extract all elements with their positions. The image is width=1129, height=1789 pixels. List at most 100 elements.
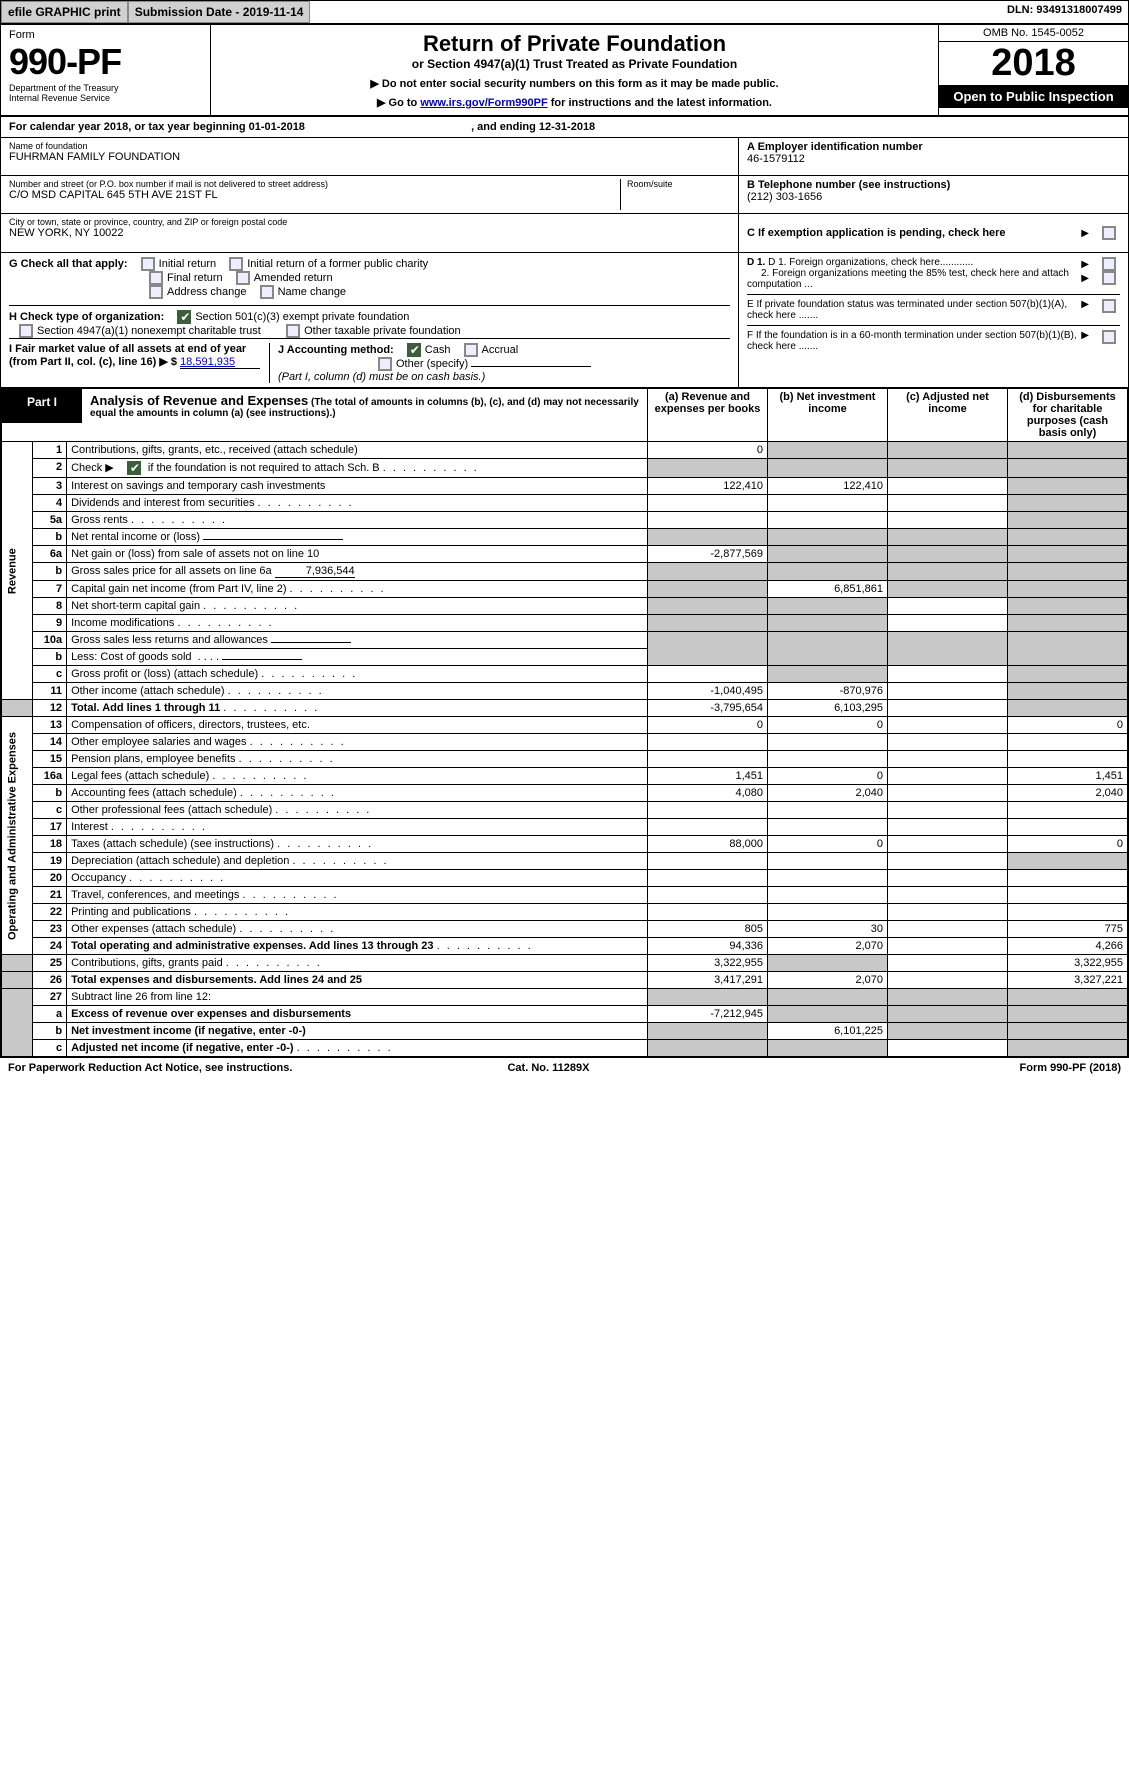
dept-1: Department of the Treasury [9,83,202,93]
h1-label: Section 501(c)(3) exempt private foundat… [195,311,409,323]
f-checkbox[interactable] [1102,330,1116,344]
other-method-checkbox[interactable] [378,357,392,371]
line-desc: Accounting fees (attach schedule) [71,787,237,799]
amt-b: 0 [768,836,888,853]
instr-2-pre: ▶ Go to [377,97,420,109]
line-desc: Other income (attach schedule) [71,685,224,697]
g6-label: Name change [278,286,347,298]
c-label: C If exemption application is pending, c… [747,227,1081,239]
open-to-public-badge: Open to Public Inspection [939,85,1128,108]
form-number: 990-PF [9,41,202,83]
sch-b-checkbox[interactable] [127,461,141,475]
amt-a: -1,040,495 [648,683,768,700]
line-num: 27 [33,989,67,1006]
line-desc: Check ▶ if the foundation is not require… [67,459,648,478]
line-desc: Contributions, gifts, grants, etc., rece… [67,442,648,459]
submission-date-button[interactable]: Submission Date - 2019-11-14 [128,1,311,23]
line-desc: Taxes (attach schedule) (see instruction… [71,838,274,850]
line-desc: Net rental income or (loss) [71,531,200,543]
f-label: F If the foundation is in a 60-month ter… [747,330,1081,352]
cal-begin: 01-01-2018 [249,121,305,133]
e-checkbox[interactable] [1102,299,1116,313]
amt-a: 3,417,291 [648,972,768,989]
line-num: 11 [33,683,67,700]
amt-a: 88,000 [648,836,768,853]
cal-end: 12-31-2018 [539,121,595,133]
line-num: 4 [33,495,67,512]
501c3-checkbox[interactable] [177,310,191,324]
line-desc: Other professional fees (attach schedule… [71,804,272,816]
line-desc: Other expenses (attach schedule) [71,923,236,935]
fmv-link[interactable]: 18,591,935 [180,356,260,369]
arrow-icon [1081,299,1092,321]
expenses-side-label: Operating and Administrative Expenses [2,717,33,955]
col-a-header: (a) Revenue and expenses per books [648,389,768,442]
line-desc: Depreciation (attach schedule) and deple… [71,855,289,867]
other-taxable-checkbox[interactable] [286,324,300,338]
initial-return-checkbox[interactable] [141,257,155,271]
name-label: Name of foundation [9,141,730,151]
amt-b: 2,070 [768,938,888,955]
line-num: 6a [33,546,67,563]
line-num: b [33,1023,67,1040]
amt-d: 2,040 [1008,785,1128,802]
amt-a: -3,795,654 [648,700,768,717]
line-desc: Contributions, gifts, grants paid [71,957,223,969]
line-num: 7 [33,581,67,598]
d2-checkbox[interactable] [1102,271,1116,285]
line-num: 22 [33,904,67,921]
form-subtitle: or Section 4947(a)(1) Trust Treated as P… [219,57,930,71]
omb-number: OMB No. 1545-0052 [939,25,1128,42]
line-num: a [33,1006,67,1023]
revenue-side-label: Revenue [2,442,33,700]
line-desc: Travel, conferences, and meetings [71,889,239,901]
amt-d: 3,322,955 [1008,955,1128,972]
line-desc: Subtract line 26 from line 12: [67,989,648,1006]
efile-button[interactable]: efile GRAPHIC print [1,1,128,23]
line-num: 2 [33,459,67,478]
initial-former-checkbox[interactable] [229,257,243,271]
col-d-header: (d) Disbursements for charitable purpose… [1008,389,1128,442]
amt-b: 6,851,861 [768,581,888,598]
line-num: b [33,563,67,581]
line-num: b [33,649,67,666]
amt-b: 30 [768,921,888,938]
line-num: 15 [33,751,67,768]
line-num: b [33,529,67,546]
cash-checkbox[interactable] [407,343,421,357]
line-num: 10a [33,632,67,649]
final-return-checkbox[interactable] [149,271,163,285]
line-num: 17 [33,819,67,836]
amt-d: 4,266 [1008,938,1128,955]
line-desc: Adjusted net income (if negative, enter … [71,1042,293,1054]
4947a1-checkbox[interactable] [19,324,33,338]
g-label: G Check all that apply: [9,258,128,270]
form-link[interactable]: www.irs.gov/Form990PF [420,97,547,109]
j-label: J Accounting method: [278,344,394,356]
exemption-pending-checkbox[interactable] [1102,226,1116,240]
calendar-year-row: For calendar year 2018, or tax year begi… [1,117,1128,138]
line-desc: Excess of revenue over expenses and disb… [71,1008,351,1020]
line-num: 18 [33,836,67,853]
d1-checkbox[interactable] [1102,257,1116,271]
name-change-checkbox[interactable] [260,285,274,299]
amt-a: 0 [648,442,768,459]
amt-b: 6,101,225 [768,1023,888,1040]
amt-a: 805 [648,921,768,938]
line-num: 1 [33,442,67,459]
arrow-icon [1081,273,1092,284]
accrual-checkbox[interactable] [464,343,478,357]
line-desc: Gross sales less returns and allowances [71,634,268,646]
amt-a: -2,877,569 [648,546,768,563]
amt-d: 0 [1008,717,1128,734]
tax-year: 2018 [939,42,1128,85]
address-change-checkbox[interactable] [149,285,163,299]
amt-a: 94,336 [648,938,768,955]
line-desc: Printing and publications [71,906,191,918]
city-value: NEW YORK, NY 10022 [9,227,730,239]
line-num: 8 [33,598,67,615]
line-num: b [33,785,67,802]
addr-label: Number and street (or P.O. box number if… [9,179,620,189]
line-desc: Occupancy [71,872,126,884]
amended-return-checkbox[interactable] [236,271,250,285]
